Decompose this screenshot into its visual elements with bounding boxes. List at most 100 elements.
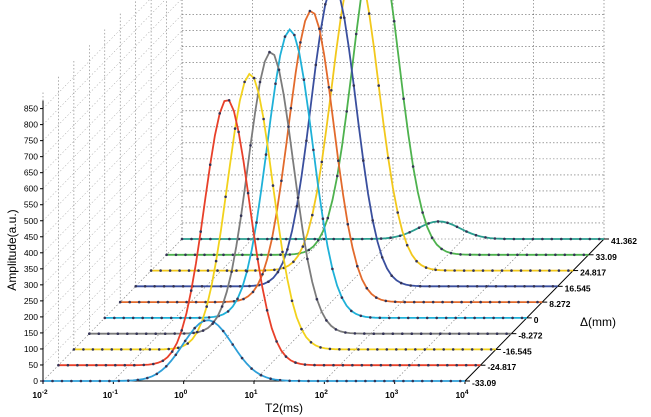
data-point bbox=[60, 379, 64, 383]
data-point bbox=[529, 269, 532, 272]
data-point bbox=[233, 127, 237, 130]
data-point bbox=[405, 243, 409, 247]
x-tick-label: 10-1 bbox=[103, 389, 119, 400]
data-point bbox=[104, 363, 108, 367]
data-point bbox=[197, 269, 200, 272]
data-point bbox=[380, 256, 384, 259]
data-point bbox=[379, 237, 383, 240]
grid-line bbox=[42, 0, 182, 141]
data-point bbox=[516, 253, 519, 257]
data-point bbox=[412, 300, 416, 304]
series-8 bbox=[165, 0, 589, 257]
data-point bbox=[441, 300, 444, 304]
data-point bbox=[346, 222, 350, 226]
grid-line bbox=[42, 62, 183, 205]
data-point bbox=[588, 237, 592, 241]
grid-line bbox=[42, 126, 183, 269]
data-point bbox=[474, 363, 478, 367]
data-point bbox=[360, 363, 364, 367]
data-point bbox=[442, 348, 446, 351]
data-point bbox=[161, 359, 165, 363]
data-point bbox=[449, 379, 453, 383]
data-point bbox=[359, 314, 363, 318]
data-point bbox=[316, 379, 320, 383]
data-point bbox=[360, 237, 364, 241]
series-line bbox=[89, 50, 512, 335]
data-point bbox=[123, 363, 127, 367]
data-point bbox=[340, 296, 344, 299]
grid-line bbox=[42, 206, 183, 350]
data-point bbox=[414, 348, 417, 351]
grid-line bbox=[42, 238, 183, 382]
data-point bbox=[163, 332, 167, 336]
data-point bbox=[356, 264, 359, 268]
data-point bbox=[202, 319, 206, 323]
data-point bbox=[134, 285, 137, 288]
data-point bbox=[308, 9, 312, 13]
data-point bbox=[486, 332, 489, 336]
data-point bbox=[398, 363, 402, 367]
data-point bbox=[466, 285, 469, 288]
series-line bbox=[120, 9, 543, 303]
x-tick-label: 102 bbox=[315, 389, 328, 400]
data-point bbox=[168, 269, 172, 272]
data-point bbox=[351, 237, 355, 241]
data-point bbox=[436, 220, 440, 223]
data-point bbox=[309, 341, 313, 344]
data-point bbox=[422, 300, 426, 304]
data-point bbox=[173, 332, 176, 335]
data-point bbox=[506, 253, 510, 257]
data-point bbox=[319, 346, 322, 349]
data-point bbox=[95, 363, 98, 367]
data-point bbox=[392, 379, 396, 383]
data-point bbox=[270, 237, 274, 240]
y-tick-label: 400 bbox=[24, 248, 38, 258]
y-axis-title: Amplitude(a.u.) bbox=[5, 209, 19, 290]
data-point bbox=[479, 300, 482, 304]
data-point bbox=[312, 148, 315, 152]
z-tick-label: -24.817 bbox=[487, 362, 516, 372]
data-point bbox=[70, 379, 73, 383]
data-point bbox=[389, 363, 392, 367]
grid-line bbox=[42, 190, 183, 334]
data-point bbox=[135, 332, 138, 336]
z-axis bbox=[464, 238, 605, 382]
data-point bbox=[476, 332, 480, 336]
data-point bbox=[430, 379, 434, 383]
data-point bbox=[294, 237, 298, 241]
grid-line bbox=[324, 238, 464, 382]
data-point bbox=[377, 84, 381, 87]
data-point bbox=[481, 269, 485, 272]
data-point bbox=[334, 328, 338, 331]
data-point bbox=[379, 363, 383, 367]
data-point bbox=[402, 97, 405, 100]
data-point bbox=[295, 204, 299, 208]
data-point bbox=[292, 260, 295, 264]
grid-line bbox=[42, 174, 183, 318]
data-point bbox=[376, 348, 379, 351]
data-point bbox=[288, 253, 292, 256]
data-point bbox=[313, 237, 317, 241]
data-point bbox=[203, 253, 206, 257]
data-point bbox=[184, 253, 187, 257]
data-point bbox=[388, 316, 391, 320]
data-point bbox=[113, 316, 116, 320]
data-point bbox=[417, 226, 421, 229]
data-point bbox=[438, 332, 442, 336]
data-point bbox=[569, 237, 573, 241]
data-point bbox=[468, 253, 472, 256]
data-point bbox=[262, 117, 265, 121]
data-point bbox=[469, 300, 473, 304]
data-point bbox=[137, 300, 141, 304]
data-point bbox=[277, 68, 281, 72]
data-point bbox=[353, 332, 357, 335]
data-point bbox=[421, 211, 424, 214]
data-point bbox=[391, 332, 395, 336]
series-line bbox=[73, 72, 496, 351]
data-point bbox=[170, 350, 174, 353]
data-point bbox=[464, 363, 468, 367]
data-point bbox=[332, 363, 335, 367]
data-point bbox=[307, 248, 311, 252]
grid-line bbox=[42, 78, 183, 221]
grid-line bbox=[394, 238, 534, 382]
